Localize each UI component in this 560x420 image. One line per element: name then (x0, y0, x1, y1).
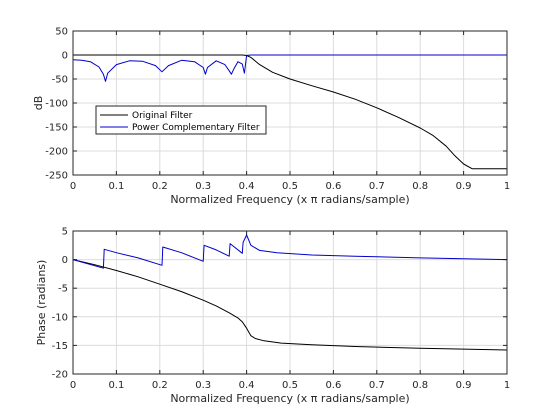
legend-box (95, 105, 267, 135)
x-tick-label: 0.8 (412, 181, 428, 192)
x-tick-label: 0.3 (195, 380, 211, 391)
x-tick-label: 0.7 (369, 380, 385, 391)
x-tick-label: 0.5 (282, 380, 298, 391)
y-tick-label: -250 (45, 171, 68, 182)
x-tick-label: 0.2 (152, 181, 168, 192)
x-tick-label: 0.6 (325, 380, 341, 391)
x-axis-label: Normalized Frequency (x π radians/sample… (170, 392, 409, 405)
x-tick-label: 1 (504, 181, 510, 192)
x-tick-label: 1 (504, 380, 510, 391)
axes-frame (72, 30, 508, 176)
y-tick-label: 0 (62, 51, 68, 62)
x-tick-label: 0.2 (152, 380, 168, 391)
y-tick-label: -20 (52, 370, 68, 381)
series-line-1 (72, 259, 508, 351)
series-line-2 (72, 234, 508, 269)
x-tick-label: 0.9 (456, 181, 472, 192)
series-line-2 (72, 54, 507, 82)
legend: Original Filter Power Complementary Filte… (95, 105, 267, 135)
y-tick-label: -5 (58, 284, 68, 295)
y-tick-label: 5 (62, 227, 68, 238)
x-tick-label: 0 (70, 181, 76, 192)
x-tick-label: 0.1 (108, 380, 124, 391)
series-line-1 (73, 54, 507, 170)
legend-entry-1: Original Filter (132, 111, 193, 121)
y-axis-label: Phase (radians) (35, 260, 48, 346)
x-axis-label: Normalized Frequency (x π radians/sample… (170, 193, 409, 206)
plot-1: 0 0.1 0.2 0.3 0.4 0.5 0.6 0.7 0.8 0.9 1 50 0 -50 -100 -… (32, 27, 510, 207)
y-tick-label: -50 (52, 75, 68, 86)
x-tick-label: 0.7 (369, 181, 385, 192)
x-tick-label: 0.1 (108, 181, 124, 192)
y-tick-label: -10 (52, 312, 68, 323)
y-tick-label: -15 (52, 341, 68, 352)
x-tick-label: 0.4 (239, 380, 255, 391)
y-tick-label: -100 (45, 99, 68, 110)
y-axis-label: dB (32, 96, 45, 111)
x-tick-label: 0 (70, 380, 76, 391)
legend-entry-2: Power Complementary Filter (132, 123, 260, 133)
x-tick-label: 0.9 (456, 380, 472, 391)
y-tick-label: 0 (62, 255, 68, 266)
y-tick-label: -200 (45, 147, 68, 158)
y-tick-label: 50 (55, 27, 68, 38)
axes-frame (72, 230, 508, 375)
plot-2: 0 0.1 0.2 0.3 0.4 0.5 0.6 0.7 0.8 0.9 1 5 0 -5 -10 -15 -… (35, 227, 510, 406)
x-tick-label: 0.8 (412, 380, 428, 391)
y-tick-label: -150 (45, 123, 68, 134)
x-tick-label: 0.4 (239, 181, 255, 192)
x-tick-label: 0.5 (282, 181, 298, 192)
x-tick-label: 0.3 (195, 181, 211, 192)
x-tick-label: 0.6 (325, 181, 341, 192)
